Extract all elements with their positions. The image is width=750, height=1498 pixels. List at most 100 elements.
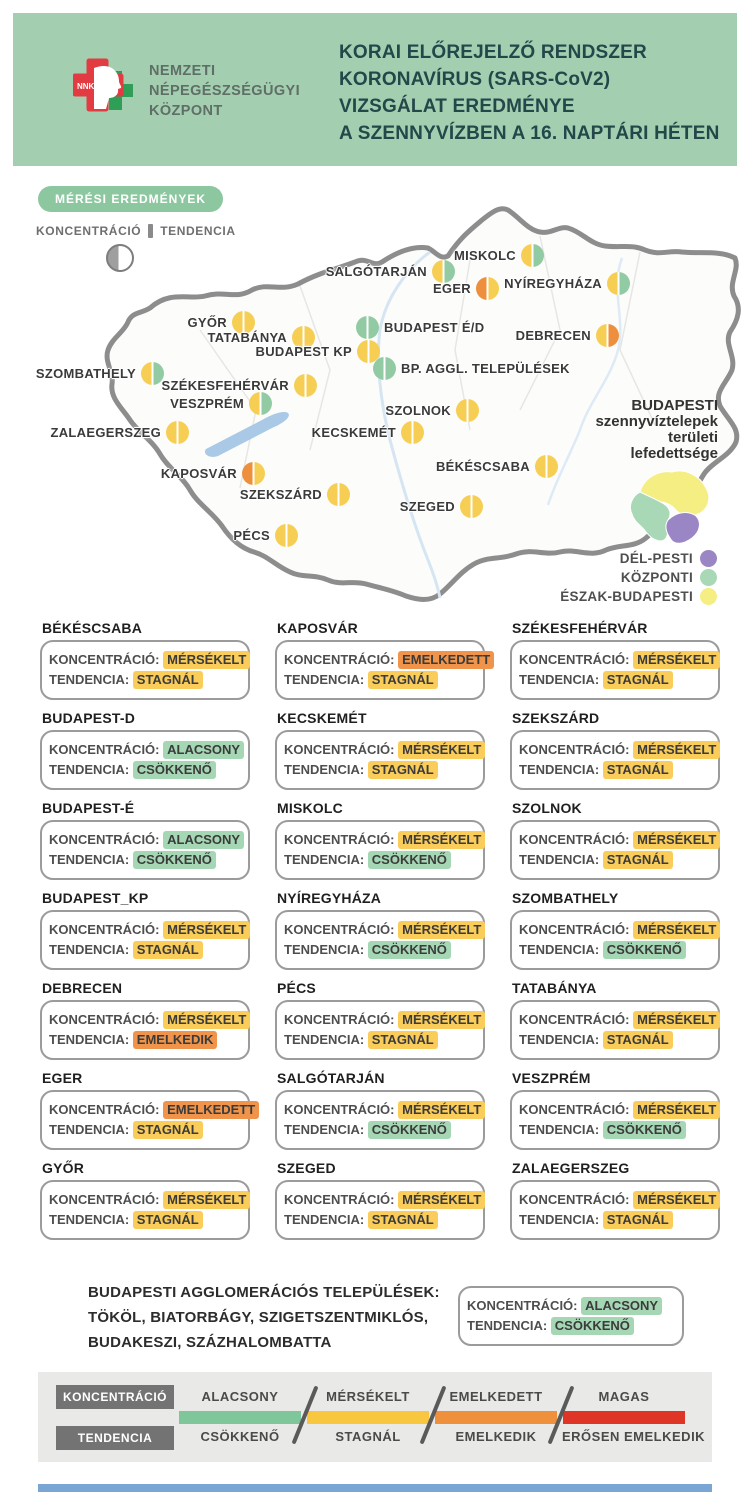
tendency-row: TENDENCIA: STAGNÁL — [284, 1031, 476, 1049]
tendency-label: TENDENCIA: — [49, 942, 133, 957]
concentration-label: KONCENTRÁCIÓ: — [49, 1192, 164, 1207]
map-marker-icon — [141, 362, 164, 385]
city-card-budapest-kp: BUDAPEST_KP KONCENTRÁCIÓ: MÉRSÉKELT TENDEN… — [40, 890, 251, 970]
city-card-p-cs: PÉCS KONCENTRÁCIÓ: MÉRSÉKELT TENDENCIA: ST… — [275, 980, 486, 1060]
tendency-value: CSÖKKENŐ — [367, 851, 451, 869]
concentration-value: ALACSONY — [163, 831, 245, 849]
city-card-zalaegerszeg: ZALAEGERSZEG KONCENTRÁCIÓ: MÉRSÉKELT TENDE… — [510, 1160, 721, 1240]
inset-legend-item-d-l-pesti: DÉL-PESTI — [560, 550, 717, 567]
map-city-label: DEBRECEN — [515, 328, 591, 343]
tendency-row: TENDENCIA: STAGNÁL — [519, 761, 711, 779]
city-card-box: KONCENTRÁCIÓ: MÉRSÉKELT TENDENCIA: STAGNÁ… — [275, 1180, 486, 1240]
city-card-box: KONCENTRÁCIÓ: MÉRSÉKELT TENDENCIA: CSÖKKE… — [275, 820, 486, 880]
city-card-box: KONCENTRÁCIÓ: MÉRSÉKELT TENDENCIA: CSÖKKE… — [510, 1090, 721, 1150]
concentration-row: KONCENTRÁCIÓ: MÉRSÉKELT — [519, 1011, 721, 1029]
concentration-label: KONCENTRÁCIÓ: — [49, 1102, 164, 1117]
concentration-label: KONCENTRÁCIÓ: — [467, 1298, 582, 1313]
concentration-row: KONCENTRÁCIÓ: ALACSONY — [49, 741, 245, 759]
map-marker-icon — [357, 340, 380, 363]
map-city-budapest-kp: BUDAPEST KP — [256, 340, 380, 363]
scale-color-segment — [179, 1411, 301, 1424]
concentration-label: KONCENTRÁCIÓ: — [519, 1012, 634, 1027]
tendency-label: TENDENCIA: — [284, 672, 368, 687]
city-card-box: KONCENTRÁCIÓ: MÉRSÉKELT TENDENCIA: STAGNÁ… — [510, 640, 721, 700]
tendency-value: STAGNÁL — [132, 941, 203, 959]
concentration-row: KONCENTRÁCIÓ: MÉRSÉKELT — [519, 741, 721, 759]
concentration-value: ALACSONY — [163, 741, 245, 759]
tendency-row: TENDENCIA: CSÖKKENŐ — [49, 851, 241, 869]
concentration-label: KONCENTRÁCIÓ: — [519, 832, 634, 847]
city-card-title: SALGÓTARJÁN — [277, 1070, 385, 1086]
concentration-row: KONCENTRÁCIÓ: MÉRSÉKELT — [284, 921, 486, 939]
city-card-title: TATABÁNYA — [512, 980, 597, 996]
map-city-budapest-d: BUDAPEST É/D — [356, 316, 484, 339]
inset-legend-item-k-zponti: KÖZPONTI — [560, 569, 717, 586]
city-card-box: KONCENTRÁCIÓ: ALACSONY TENDENCIA: CSÖKKEN… — [40, 820, 250, 880]
city-card-box: KONCENTRÁCIÓ: MÉRSÉKELT TENDENCIA: STAGNÁ… — [510, 820, 721, 880]
concentration-value: MÉRSÉKELT — [633, 1101, 721, 1119]
org-name-line: NÉPEGÉSZSÉGÜGYI — [149, 83, 301, 99]
tendency-row: TENDENCIA: STAGNÁL — [49, 671, 241, 689]
tendency-value: EMELKEDIK — [132, 1031, 218, 1049]
city-card-debrecen: DEBRECEN KONCENTRÁCIÓ: MÉRSÉKELT TENDENCIA… — [40, 980, 251, 1060]
inset-southpest-region — [665, 512, 700, 544]
tendency-label: TENDENCIA: — [284, 942, 368, 957]
city-card-title: VESZPRÉM — [512, 1070, 591, 1086]
concentration-value: EMELKEDETT — [398, 651, 495, 669]
tendency-value: STAGNÁL — [132, 1121, 203, 1139]
concentration-value: MÉRSÉKELT — [633, 921, 721, 939]
tendency-row: TENDENCIA: STAGNÁL — [284, 671, 476, 689]
tendency-row: TENDENCIA: CSÖKKENŐ — [519, 1121, 711, 1139]
map-city-label: BÉKÉSCSABA — [435, 459, 530, 474]
map-legend: KONCENTRÁCIÓ TENDENCIA — [36, 224, 236, 238]
map-marker-icon — [521, 244, 544, 267]
city-card-box: KONCENTRÁCIÓ: MÉRSÉKELT TENDENCIA: STAGNÁ… — [40, 640, 251, 700]
tendency-label: TENDENCIA: — [284, 762, 368, 777]
tendency-row: TENDENCIA: CSÖKKENŐ — [284, 851, 476, 869]
nnk-logo-graphic: NNK — [72, 58, 133, 112]
concentration-value: MÉRSÉKELT — [163, 651, 251, 669]
city-card-title: SZEGED — [277, 1160, 336, 1176]
tendency-row: TENDENCIA: STAGNÁL — [284, 761, 476, 779]
city-card-box: KONCENTRÁCIÓ: MÉRSÉKELT TENDENCIA: EMELKE… — [40, 1000, 251, 1060]
tendency-label: TENDENCIA: — [519, 672, 603, 687]
concentration-row: KONCENTRÁCIÓ: MÉRSÉKELT — [49, 1011, 251, 1029]
map-city-label: TATABÁNYA — [207, 330, 287, 345]
city-card-b-k-scsaba: BÉKÉSCSABA KONCENTRÁCIÓ: MÉRSÉKELT TENDENC… — [40, 620, 251, 700]
inset-legend-label: KÖZPONTI — [620, 570, 693, 585]
concentration-label: KONCENTRÁCIÓ: — [284, 742, 399, 757]
tendency-value: STAGNÁL — [132, 1211, 203, 1229]
lake-balaton — [204, 411, 289, 457]
inset-title-line: területi — [667, 429, 718, 446]
concentration-label: KONCENTRÁCIÓ: — [49, 922, 164, 937]
map-city-label: SALGÓTARJÁN — [325, 264, 427, 279]
city-card-title: SZOLNOK — [512, 800, 582, 816]
header: NNK NEMZETI NÉPEGÉSZSÉGÜGYI KÖZPONT KORAI … — [13, 13, 737, 166]
tendency-value: CSÖKKENŐ — [550, 1317, 634, 1335]
map-city-label: SZEKSZÁRD — [239, 487, 322, 502]
concentration-value: MÉRSÉKELT — [163, 921, 251, 939]
tendency-row: TENDENCIA: CSÖKKENŐ — [284, 1121, 476, 1139]
concentration-row: KONCENTRÁCIÓ: MÉRSÉKELT — [284, 1011, 486, 1029]
tendency-value: STAGNÁL — [602, 671, 673, 689]
map-marker-icon — [456, 399, 479, 422]
concentration-value: MÉRSÉKELT — [398, 741, 486, 759]
inset-legend-swatch-icon — [700, 569, 717, 586]
map-legend-tendency-label: TENDENCIA — [160, 224, 236, 238]
city-card-title: BUDAPEST-D — [42, 710, 136, 726]
concentration-row: KONCENTRÁCIÓ: MÉRSÉKELT — [284, 1101, 486, 1119]
concentration-row: KONCENTRÁCIÓ: MÉRSÉKELT — [284, 741, 486, 759]
concentration-label: KONCENTRÁCIÓ: — [284, 1102, 399, 1117]
concentration-label: KONCENTRÁCIÓ: — [284, 1192, 399, 1207]
map-marker-icon — [476, 277, 499, 300]
budapest-districts-map — [629, 470, 710, 544]
city-cards-grid: BÉKÉSCSABA KONCENTRÁCIÓ: MÉRSÉKELT TENDENC… — [40, 620, 721, 1240]
inset-legend-item-szak-budapesti: ÉSZAK-BUDAPESTI — [560, 588, 717, 605]
tendency-label: TENDENCIA: — [519, 942, 603, 957]
city-card-box: KONCENTRÁCIÓ: MÉRSÉKELT TENDENCIA: STAGNÁ… — [40, 910, 251, 970]
tendency-row: TENDENCIA: EMELKEDIK — [49, 1031, 241, 1049]
concentration-row: KONCENTRÁCIÓ: MÉRSÉKELT — [519, 831, 721, 849]
concentration-label: KONCENTRÁCIÓ: — [49, 832, 164, 847]
city-card-box: KONCENTRÁCIÓ: MÉRSÉKELT TENDENCIA: STAGNÁ… — [40, 1180, 251, 1240]
city-card-title: DEBRECEN — [42, 980, 123, 996]
